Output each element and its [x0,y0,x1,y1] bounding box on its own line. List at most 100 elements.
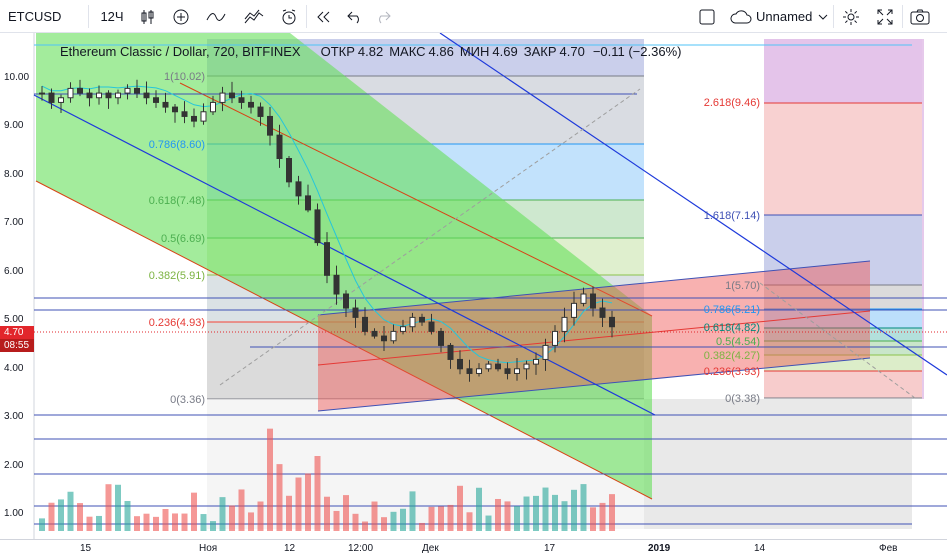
candle-body[interactable] [343,293,349,309]
candle-body[interactable] [495,363,501,370]
select-checkbox[interactable] [692,0,722,33]
open-label: ОТКР [320,44,355,59]
layout-name[interactable]: Unnamed [756,9,813,24]
candle-body[interactable] [67,87,74,99]
replay-icon[interactable] [310,0,336,33]
candle-body[interactable] [39,92,45,95]
candle-body[interactable] [533,358,539,365]
volume-bar [542,487,549,531]
candle-body[interactable] [257,106,264,117]
time-tick: 17 [544,543,556,554]
candle-body[interactable] [390,330,397,342]
candle-body[interactable] [590,293,596,309]
candle-body[interactable] [229,92,235,99]
candle-body[interactable] [238,97,245,103]
volume-bars [39,428,615,531]
candlesticks[interactable] [39,79,615,382]
candle-body[interactable] [267,115,273,136]
candle-body[interactable] [447,344,454,360]
time-axis[interactable]: 15 Ноя 12 12:00 Дек 17 2019 14 Фев [0,539,947,555]
candle-body[interactable] [333,274,340,295]
candle-body[interactable] [295,181,302,197]
candle-body[interactable] [143,92,150,99]
candle-body[interactable] [561,316,568,332]
redo-icon[interactable] [370,0,396,33]
candle-body[interactable] [210,101,216,113]
price-axis[interactable]: 10.00 9.00 8.00 7.00 6.00 5.00 4.00 3.00… [4,72,29,519]
candle-body[interactable] [77,87,83,94]
candle-body[interactable] [58,97,64,103]
candle-body[interactable] [324,242,330,276]
candle-body[interactable] [514,368,520,374]
compare-icon[interactable] [238,0,270,33]
candle-body[interactable] [504,368,511,374]
candle-body[interactable] [86,92,93,99]
volume-bar [105,484,112,531]
candles-icon[interactable] [134,0,162,33]
candle-body[interactable] [476,368,482,374]
alarm-icon[interactable] [274,0,304,33]
indicators-icon[interactable] [167,0,195,33]
price-tick: 8.00 [4,169,24,180]
fib-zone [764,371,922,398]
candle-body[interactable] [48,92,55,103]
candle-body[interactable] [352,307,359,318]
fib-extension-right[interactable] [764,39,924,399]
candle-body[interactable] [409,316,416,328]
candle-body[interactable] [466,368,473,374]
fib-right-labels: 2.618(9.46) 1.618(7.14) 1(5.70) 0.786(5.… [704,97,760,405]
price-chart[interactable]: 1(10.02) 0.786(8.60) 0.618(7.48) 0.5(6.6… [0,33,947,539]
candle-body[interactable] [362,316,368,332]
interval-button[interactable]: 12Ч [100,9,124,24]
undo-icon[interactable] [342,0,368,33]
candle-body[interactable] [305,195,311,211]
candle-body[interactable] [191,115,197,122]
fib-label: 0.618(7.48) [149,195,205,207]
candle-body[interactable] [162,101,169,108]
trend-line[interactable] [439,33,947,376]
fib-label: 1(10.02) [164,71,205,83]
candle-body[interactable] [105,92,112,99]
volume-bar [210,521,216,531]
chevron-down-icon[interactable] [814,0,832,33]
candle-body[interactable] [400,326,406,332]
candle-body[interactable] [181,111,188,117]
candle-body[interactable] [248,101,254,108]
fib-label: 0.382(5.91) [149,270,205,282]
candle-body[interactable] [96,92,102,99]
candle-body[interactable] [571,302,577,318]
candle-body[interactable] [371,330,378,337]
gear-icon[interactable] [838,0,864,33]
candle-body[interactable] [115,92,121,99]
candle-body[interactable] [134,87,140,94]
candle-body[interactable] [381,335,387,342]
camera-icon[interactable] [906,0,934,33]
volume-bar [514,506,520,531]
candle-body[interactable] [172,106,178,113]
candle-body[interactable] [286,158,292,183]
candle-body[interactable] [438,330,444,346]
candle-body[interactable] [609,316,615,328]
candle-body[interactable] [219,92,226,103]
candle-body[interactable] [457,358,463,370]
candle-body[interactable] [523,363,530,370]
candle-body[interactable] [542,344,549,360]
fullscreen-icon[interactable] [872,0,898,33]
cloud-icon[interactable] [728,0,754,33]
candle-body[interactable] [580,293,587,304]
descending-channel[interactable] [36,33,652,499]
fib-label: 0.236(4.93) [149,317,205,329]
candle-body[interactable] [419,316,425,323]
time-tick: Фев [879,543,897,554]
candle-body[interactable] [599,307,606,318]
candle-body[interactable] [428,321,435,332]
candle-body[interactable] [153,97,159,103]
symbol-search[interactable]: ETCUSD [8,9,62,24]
candle-body[interactable] [276,134,283,159]
candle-body[interactable] [485,363,492,370]
candle-body[interactable] [200,111,207,122]
candle-body[interactable] [124,87,131,94]
candle-body[interactable] [552,330,558,346]
candle-body[interactable] [314,209,321,244]
line-icon[interactable] [200,0,232,33]
